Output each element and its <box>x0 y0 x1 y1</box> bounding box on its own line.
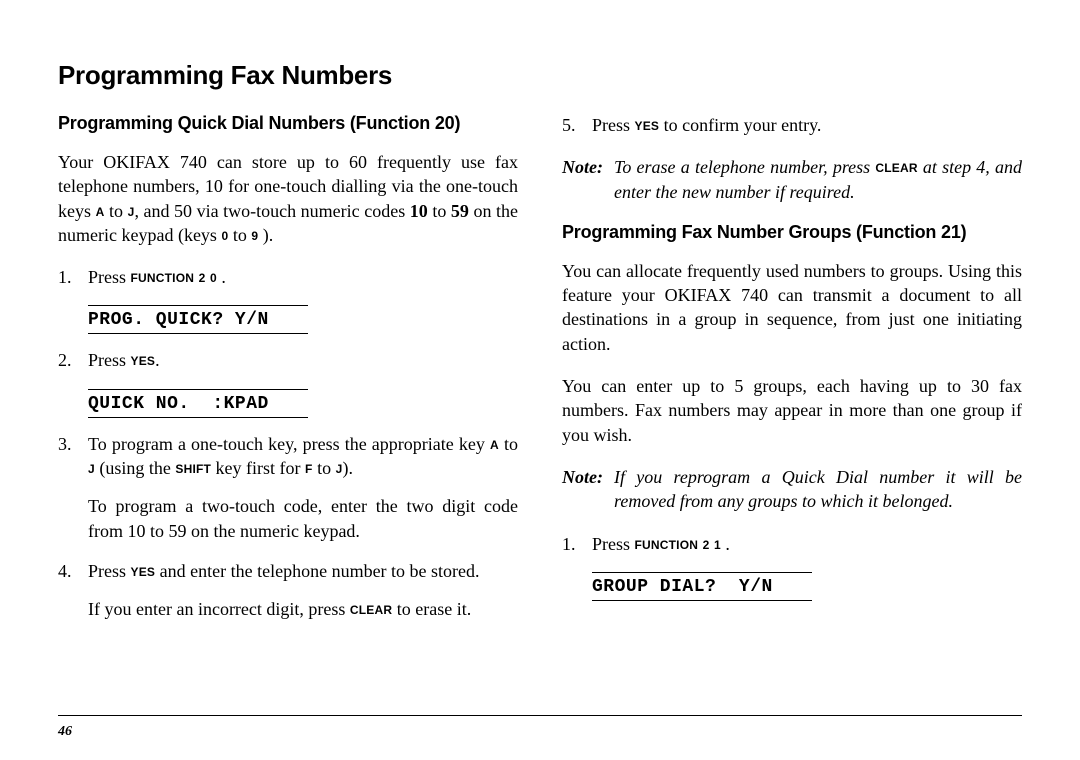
text: to <box>104 201 127 221</box>
note-reprogram: Note: If you reprogram a Quick Dial numb… <box>562 465 1022 514</box>
text: (using the <box>95 458 176 478</box>
text: to <box>428 201 451 221</box>
text: and enter the telephone number to be sto… <box>155 561 479 581</box>
step-5: 5. Press YES to confirm your entry. <box>562 113 1022 137</box>
text: ). <box>258 225 273 245</box>
text: to erase it. <box>392 599 471 619</box>
key-f: F <box>305 462 313 476</box>
steps-list-left-3: To program a one-touch key, press the ap… <box>58 432 518 622</box>
left-column: Programming Quick Dial Numbers (Function… <box>58 113 518 638</box>
section-title-quick-dial: Programming Quick Dial Numbers (Function… <box>58 113 518 134</box>
text: Press <box>88 267 131 287</box>
key-a: A <box>490 438 499 452</box>
key-j: J <box>88 462 95 476</box>
key-yes: YES <box>131 354 156 368</box>
note-label: Note: <box>562 465 614 514</box>
text: Press <box>88 350 131 370</box>
key-function: FUNCTION <box>131 271 195 285</box>
steps-list-right: Press FUNCTION 2 1 . <box>562 532 1022 556</box>
step-1-groups: Press FUNCTION 2 1 . <box>562 532 1022 556</box>
bold-10: 10 <box>410 201 428 221</box>
steps-list-left: Press FUNCTION 2 0 . <box>58 265 518 289</box>
footer-rule <box>58 715 1022 716</box>
text: ). <box>342 458 353 478</box>
step-3: To program a one-touch key, press the ap… <box>58 432 518 543</box>
steps-list-left-2: Press YES. <box>58 348 518 372</box>
text: Press <box>592 534 635 554</box>
text: To program a one-touch key, press the ap… <box>88 434 490 454</box>
key-yes: YES <box>131 565 156 579</box>
text: key first for <box>211 458 305 478</box>
key-shift: SHIFT <box>175 462 211 476</box>
text: . <box>721 534 730 554</box>
text: If you enter an incorrect digit, press <box>88 599 350 619</box>
note-erase: Note: To erase a telephone number, press… <box>562 155 1022 204</box>
page-title: Programming Fax Numbers <box>58 60 1022 91</box>
key-2: 2 <box>703 538 710 552</box>
text: Press <box>592 115 635 135</box>
key-clear: CLEAR <box>350 603 392 617</box>
note-body: If you reprogram a Quick Dial number it … <box>614 465 1022 514</box>
step-1: Press FUNCTION 2 0 . <box>58 265 518 289</box>
text: to confirm your entry. <box>659 115 821 135</box>
section-title-groups: Programming Fax Number Groups (Function … <box>562 222 1022 243</box>
text: To erase a telephone number, press <box>614 157 875 177</box>
key-function: FUNCTION <box>635 538 699 552</box>
step-4-sub: If you enter an incorrect digit, press C… <box>88 597 518 621</box>
key-0: 0 <box>210 271 217 285</box>
text: . <box>155 350 160 370</box>
lcd-prog-quick: PROG. QUICK? Y/N <box>88 305 308 334</box>
text: to <box>228 225 251 245</box>
text: to <box>499 434 518 454</box>
key-yes: YES <box>635 119 660 133</box>
text: to <box>313 458 336 478</box>
groups-para-2: You can enter up to 5 groups, each havin… <box>562 374 1022 447</box>
key-1: 1 <box>714 538 721 552</box>
lcd-group-dial: GROUP DIAL? Y/N <box>592 572 812 601</box>
page-number: 46 <box>58 724 72 740</box>
text: . <box>217 267 226 287</box>
key-clear: CLEAR <box>875 161 917 175</box>
text: Press <box>88 561 131 581</box>
intro-paragraph: Your OKIFAX 740 can store up to 60 frequ… <box>58 150 518 247</box>
groups-para-1: You can allocate frequently used numbers… <box>562 259 1022 356</box>
bold-59: 59 <box>451 201 469 221</box>
step-2: Press YES. <box>58 348 518 372</box>
note-label: Note: <box>562 155 614 204</box>
key-2: 2 <box>199 271 206 285</box>
text: , and 50 via two-touch numeric codes <box>134 201 409 221</box>
lcd-quick-no: QUICK NO. :KPAD <box>88 389 308 418</box>
step-3-sub: To program a two-touch code, enter the t… <box>88 494 518 543</box>
step-4: Press YES and enter the telephone number… <box>58 559 518 622</box>
content-columns: Programming Quick Dial Numbers (Function… <box>58 113 1022 638</box>
step-5-num: 5. <box>562 113 576 137</box>
right-column: 5. Press YES to confirm your entry. Note… <box>562 113 1022 638</box>
note-body: To erase a telephone number, press CLEAR… <box>614 155 1022 204</box>
